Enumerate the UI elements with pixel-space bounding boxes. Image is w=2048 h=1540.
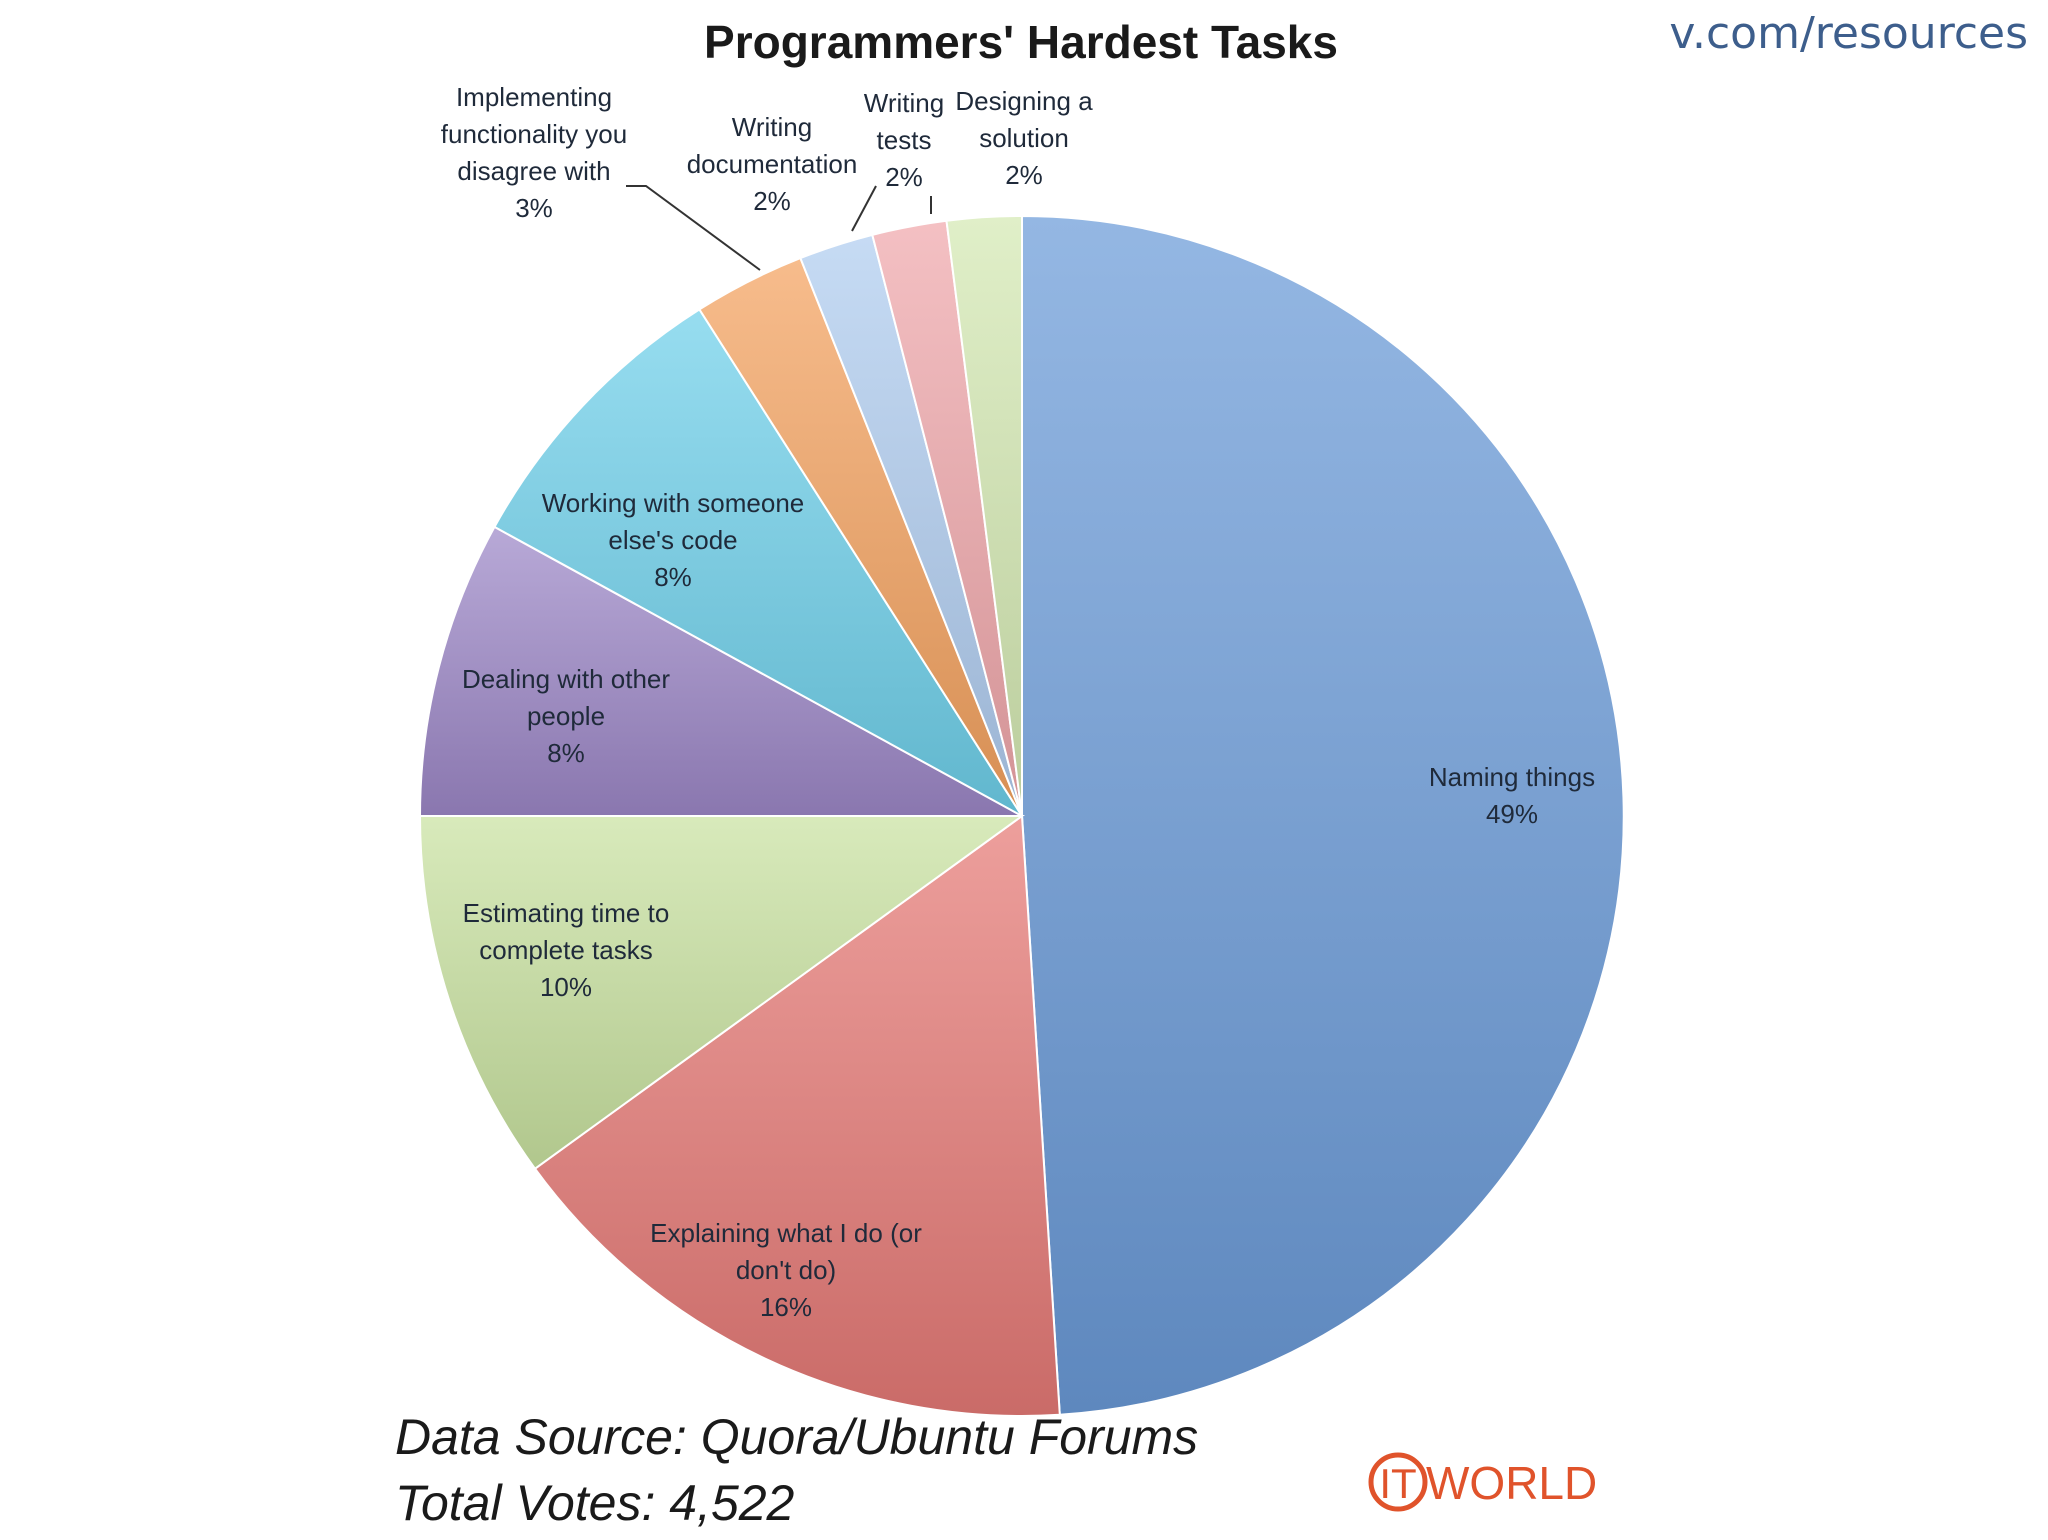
leader-line <box>851 185 877 232</box>
pie-slice <box>945 214 1023 817</box>
total-votes-text: Total Votes: 4,522 <box>395 1475 795 1531</box>
slice-label-line: disagree with <box>457 156 610 186</box>
pie-slice <box>493 308 1023 817</box>
slice-percent: 8% <box>547 738 585 768</box>
slice-label-line: Estimating time to <box>463 898 670 928</box>
slice-percent: 3% <box>515 193 553 223</box>
slice-label-line: Explaining what I do (or <box>650 1218 922 1248</box>
slice-labels: Naming things 49% Explaining what I do (or… <box>441 82 1595 1322</box>
slice-label-line: Designing a <box>955 86 1093 116</box>
slice-label: Explaining what I do (or don't do) 16% <box>650 1218 922 1322</box>
slice-label-line: documentation <box>687 149 858 179</box>
slice-label-line: tests <box>877 125 932 155</box>
slice-label-line: Dealing with other <box>462 664 670 694</box>
slice-label: Writing documentation 2% <box>687 112 858 216</box>
leader-line <box>626 185 761 271</box>
pie-slice <box>1021 214 1625 1416</box>
slice-label-line: Writing <box>864 88 944 118</box>
slice-label: Implementing functionality you disagree wi… <box>441 82 627 223</box>
slice-label-line: don't do) <box>736 1255 836 1285</box>
slice-label: Naming things 49% <box>1429 762 1595 829</box>
logo-circle <box>1368 1452 1428 1512</box>
slice-percent: 49% <box>1486 799 1538 829</box>
slice-label-line: people <box>527 701 605 731</box>
slice-label: Dealing with other people 8% <box>462 664 670 768</box>
slice-label: Writing tests 2% <box>864 88 944 192</box>
itworld-logo: IT WORLD <box>1368 1452 1597 1512</box>
slice-percent: 16% <box>760 1292 812 1322</box>
slice-percent: 10% <box>540 972 592 1002</box>
pie-slice <box>533 814 1061 1417</box>
slice-label-line: else's code <box>608 525 737 555</box>
url-text: v.com/resources <box>1669 8 2028 59</box>
slice-percent: 2% <box>753 186 791 216</box>
chart-title: Programmers' Hardest Tasks <box>704 16 1338 68</box>
slice-label-line: Working with someone <box>542 488 805 518</box>
slice-percent: 2% <box>885 162 923 192</box>
slice-label-line: Writing <box>732 112 812 142</box>
data-source-text: Data Source: Quora/Ubuntu Forums <box>395 1409 1199 1465</box>
leader-lines <box>626 185 932 271</box>
pie-slice <box>418 815 1026 1171</box>
logo-it: IT <box>1379 1460 1416 1507</box>
slice-label-line: functionality you <box>441 119 627 149</box>
slice-percent: 2% <box>1005 160 1043 190</box>
slice-label: Estimating time to complete tasks 10% <box>463 898 670 1002</box>
pie-slice <box>418 525 1023 817</box>
slice-label: Working with someone else's code 8% <box>542 488 805 592</box>
slice-label-line: solution <box>979 123 1069 153</box>
slice-label: Designing a solution 2% <box>955 86 1093 190</box>
slice-label-line: Implementing <box>456 82 612 112</box>
logo-world: WORLD <box>1426 1457 1597 1509</box>
slice-percent: 8% <box>654 562 692 592</box>
pie-slices <box>418 214 1625 1417</box>
slice-label-line: Naming things <box>1429 762 1595 792</box>
slice-label-line: complete tasks <box>479 935 652 965</box>
